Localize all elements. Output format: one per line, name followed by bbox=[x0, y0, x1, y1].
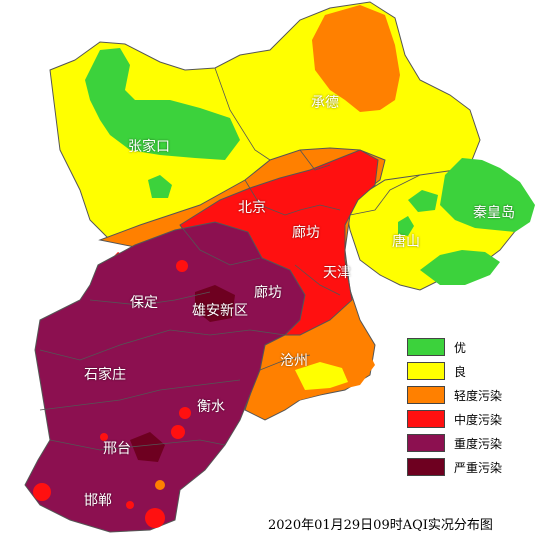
legend-swatch-heavy bbox=[407, 434, 445, 452]
city-label-qinhuangdao: 秦皇岛 bbox=[473, 205, 515, 221]
legend-item: 优 bbox=[407, 336, 537, 356]
spot-moderate-7 bbox=[100, 433, 108, 441]
spot-moderate-6 bbox=[126, 501, 134, 509]
legend-label: 优 bbox=[454, 341, 467, 355]
region-excellent-qinhuangdao bbox=[440, 158, 535, 232]
region-excellent-zhangjiakou bbox=[85, 48, 240, 160]
region-excellent-tangshan-south bbox=[420, 250, 500, 285]
map-caption: 2020年01月29日09时AQI实况分布图 bbox=[268, 518, 493, 533]
legend-label: 轻度污染 bbox=[454, 389, 503, 403]
spot-moderate-5 bbox=[145, 508, 165, 528]
spot-moderate-4 bbox=[33, 483, 51, 501]
city-label-baoding: 保定 bbox=[130, 295, 158, 311]
spot-light-1 bbox=[155, 480, 165, 490]
city-label-xiongan: 雄安新区 bbox=[192, 303, 248, 319]
legend-label: 中度污染 bbox=[454, 413, 503, 427]
legend-item: 轻度污染 bbox=[407, 384, 537, 404]
legend-item: 中度污染 bbox=[407, 408, 537, 428]
city-label-hengshui: 衡水 bbox=[197, 399, 225, 415]
legend-label: 重度污染 bbox=[454, 437, 503, 451]
legend-swatch-good bbox=[407, 362, 445, 380]
legend-label: 良 bbox=[454, 365, 467, 379]
spot-moderate-3 bbox=[171, 425, 185, 439]
region-good-cangzhou bbox=[295, 362, 348, 390]
city-label-xingtai: 邢台 bbox=[103, 441, 131, 457]
region-severe-1 bbox=[195, 285, 235, 322]
city-label-tangshan: 唐山 bbox=[392, 234, 420, 250]
legend-item: 重度污染 bbox=[407, 432, 537, 452]
region-severe-2 bbox=[130, 432, 165, 462]
city-label-chengde: 承德 bbox=[311, 95, 339, 111]
city-label-zhangjiakou: 张家口 bbox=[128, 139, 170, 155]
region-excellent-east-blob bbox=[408, 190, 438, 212]
region-heavy bbox=[24, 221, 306, 533]
legend-item: 严重污染 bbox=[407, 456, 537, 476]
legend-label: 严重污染 bbox=[454, 461, 503, 475]
city-label-shijiazhuang: 石家庄 bbox=[84, 367, 126, 383]
legend-swatch-excellent bbox=[407, 338, 445, 356]
city-label-beijing: 北京 bbox=[238, 200, 266, 216]
legend-swatch-light bbox=[407, 386, 445, 404]
region-excellent-zhangjiakou-2 bbox=[148, 175, 172, 198]
city-label-handan: 邯郸 bbox=[84, 493, 112, 509]
legend-swatch-severe bbox=[407, 458, 445, 476]
spot-moderate-2 bbox=[179, 407, 191, 419]
city-label-langfang-south: 廊坊 bbox=[254, 285, 282, 301]
city-label-langfang-north: 廊坊 bbox=[292, 225, 320, 241]
region-light-chengde bbox=[312, 5, 400, 112]
legend-swatch-moderate bbox=[407, 410, 445, 428]
city-label-tianjin: 天津 bbox=[323, 265, 351, 281]
city-boundaries bbox=[39, 67, 421, 451]
legend-item: 良 bbox=[407, 360, 537, 380]
city-label-cangzhou: 沧州 bbox=[280, 353, 308, 369]
spot-moderate-1 bbox=[176, 260, 188, 272]
region-excellent-tangshan-dot bbox=[398, 216, 414, 236]
